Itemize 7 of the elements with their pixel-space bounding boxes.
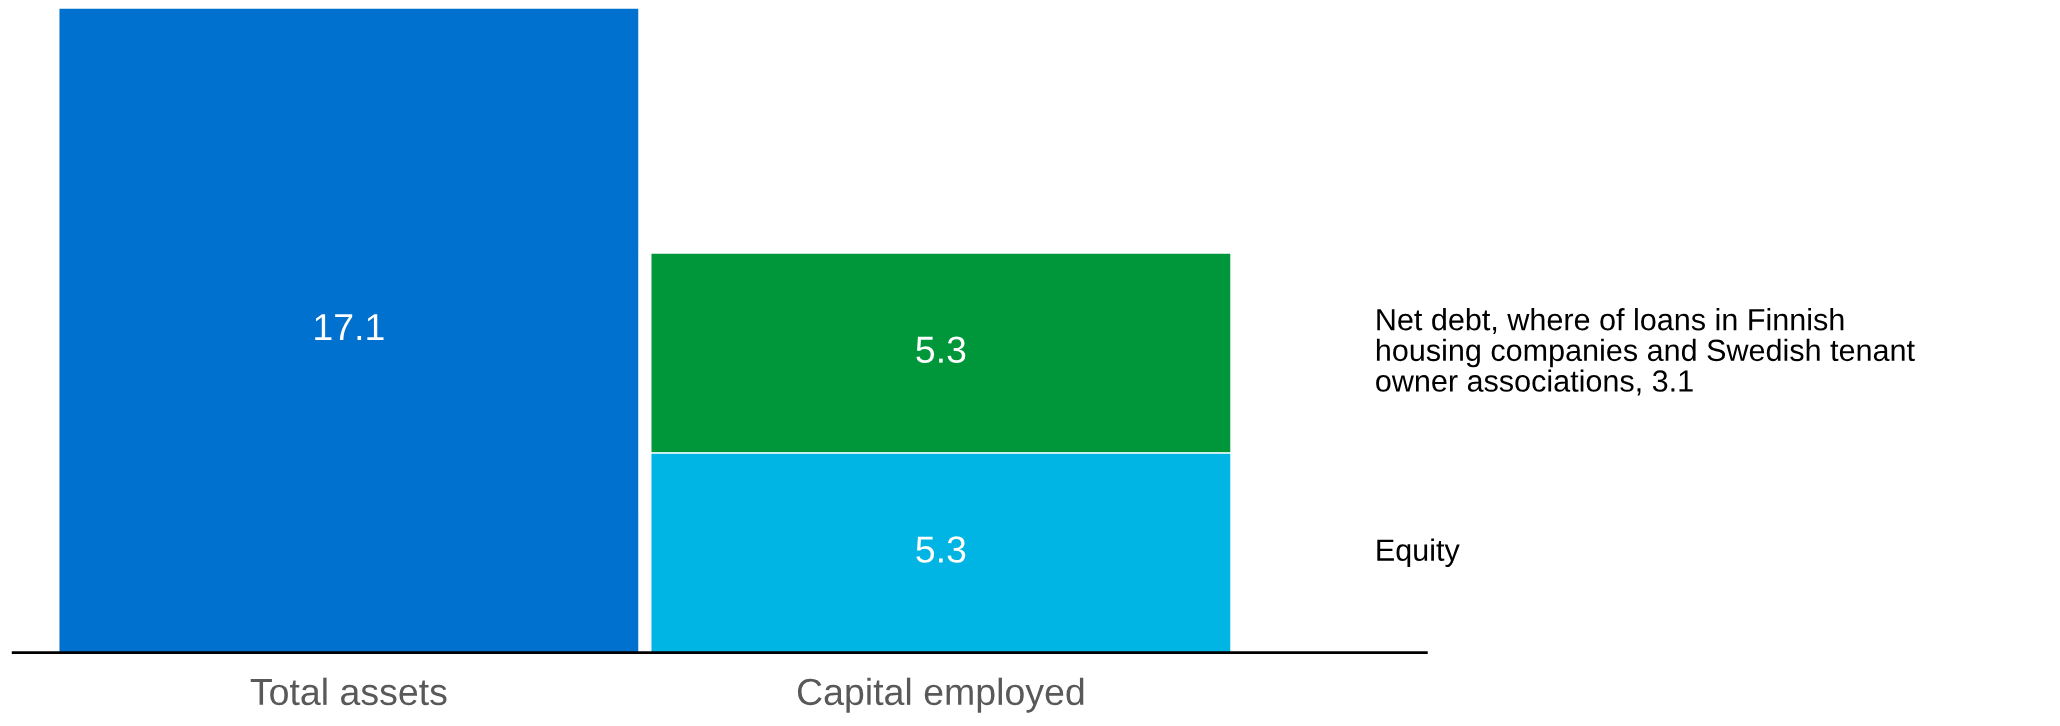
x-tick-label: Total assets <box>250 677 447 706</box>
text: Net debt, where of loans in Finnish housing companies and Swedish tenant owner associations, 3.1 <box>1376 308 1915 396</box>
text: Equity <box>1377 538 1460 568</box>
data-label: 17.1 <box>315 314 384 341</box>
x-tick-label: Capital employed <box>797 677 1084 713</box>
data-label: 5.3 <box>916 536 966 563</box>
data-label: 5.3 <box>916 336 966 364</box>
